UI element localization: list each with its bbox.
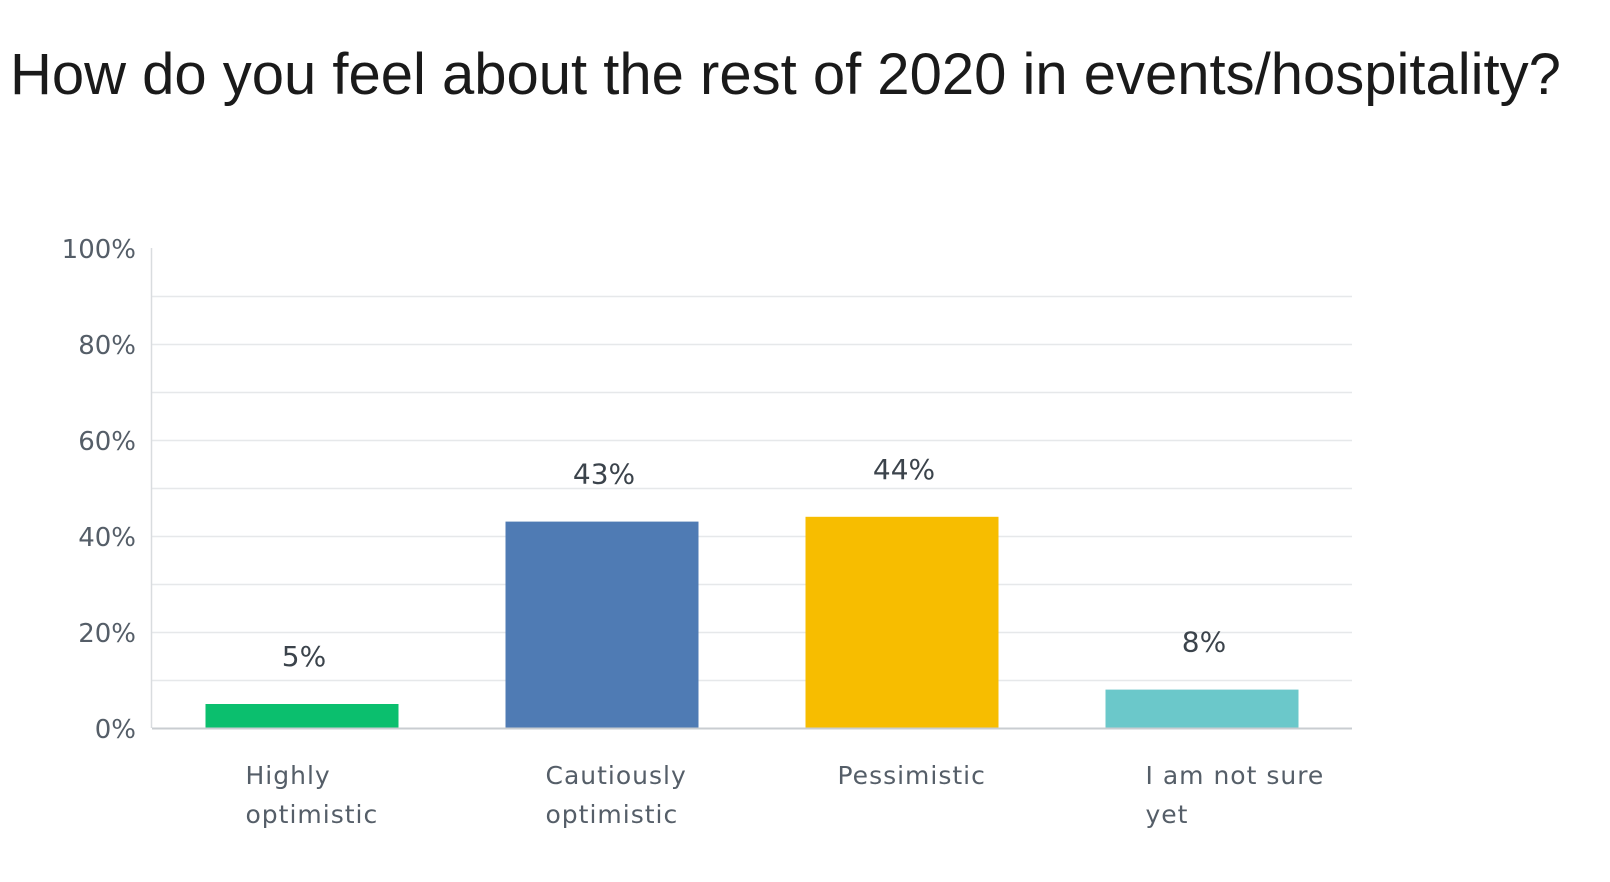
bar (205, 704, 399, 728)
x-category-label: Highly (246, 761, 331, 790)
y-tick-label: 20% (78, 619, 136, 649)
x-category-label: I am not sure (1146, 761, 1325, 790)
data-label: 44% (873, 453, 935, 486)
x-category-label: optimistic (546, 800, 679, 829)
x-category-label: optimistic (246, 800, 379, 829)
y-tick-label: 0% (95, 715, 136, 745)
data-label: 8% (1182, 626, 1226, 659)
data-label: 5% (282, 640, 326, 673)
x-category-label: yet (1146, 800, 1189, 829)
x-category-label: Cautiously (546, 761, 687, 790)
y-tick-label: 80% (78, 331, 136, 361)
y-tick-label: 40% (78, 523, 136, 553)
bar (505, 521, 699, 728)
bar (1105, 689, 1299, 728)
y-tick-label: 100% (62, 235, 136, 265)
bar (805, 516, 999, 728)
x-category-label: Pessimistic (838, 761, 986, 790)
y-tick-label: 60% (78, 427, 136, 457)
data-label: 43% (573, 458, 635, 491)
chart-title: How do you feel about the rest of 2020 i… (10, 42, 1561, 107)
